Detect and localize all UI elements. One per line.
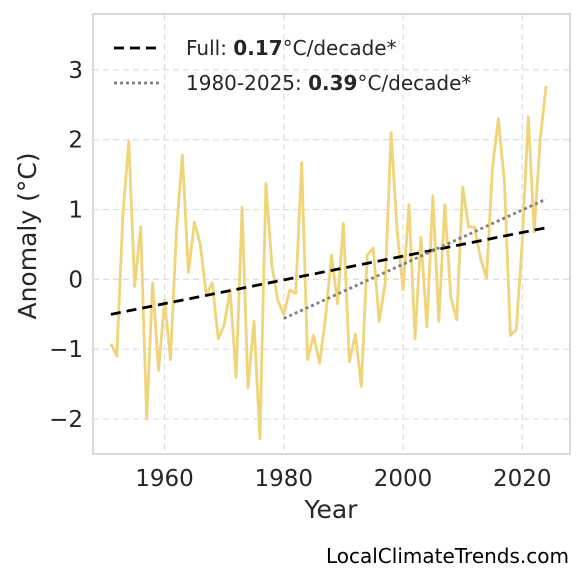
x-tick-label: 2000 [374, 466, 433, 492]
legend-value: 0.39 [308, 71, 357, 95]
trend-line-full [110, 226, 547, 316]
legend-suffix: °C/decade* [283, 36, 397, 60]
plot-background [92, 13, 571, 455]
x-tick-labels: 1960 1980 2000 2020 [135, 466, 551, 492]
series-layer [109, 85, 548, 441]
x-tick-label: 1980 [255, 466, 314, 492]
trend-line-1980 [283, 197, 547, 320]
x-axis-label: Year [304, 495, 359, 524]
y-tick-label: 0 [68, 267, 83, 293]
legend-prefix: 1980-2025: [186, 71, 308, 95]
legend-entry: Full: 0.17°C/decade* [186, 36, 397, 60]
y-tick-label: −2 [49, 407, 83, 433]
y-tick-label: 3 [68, 58, 83, 84]
legend-prefix: Full: [186, 36, 233, 60]
legend-suffix: °C/decade* [357, 71, 471, 95]
legend-entry: 1980-2025: 0.39°C/decade* [186, 71, 471, 95]
x-tick-label: 1960 [135, 466, 194, 492]
y-tick-label: 2 [68, 128, 83, 154]
y-tick-label: −1 [49, 337, 83, 363]
trend-layer [110, 197, 547, 320]
series-line [109, 85, 548, 441]
y-axis-label: Anomaly (°C) [13, 152, 42, 319]
legend-value: 0.17 [233, 36, 282, 60]
watermark: LocalClimateTrends.com [325, 544, 569, 568]
legend: Full: 0.17°C/decade*1980-2025: 0.39°C/de… [114, 36, 471, 95]
x-tick-label: 2020 [493, 466, 552, 492]
y-tick-label: 1 [68, 198, 83, 224]
y-tick-labels: −2 −1 0 1 2 3 [49, 58, 83, 433]
